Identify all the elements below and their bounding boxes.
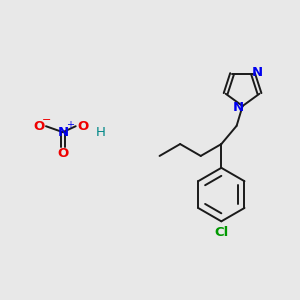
Text: H: H [95,126,105,139]
Text: N: N [251,66,262,79]
Text: N: N [57,126,68,139]
Text: O: O [77,120,88,133]
Text: +: + [66,120,74,130]
Text: −: − [42,115,52,125]
Text: Cl: Cl [214,226,229,239]
Text: O: O [33,120,45,133]
Text: N: N [233,100,244,113]
Text: O: O [57,148,68,160]
